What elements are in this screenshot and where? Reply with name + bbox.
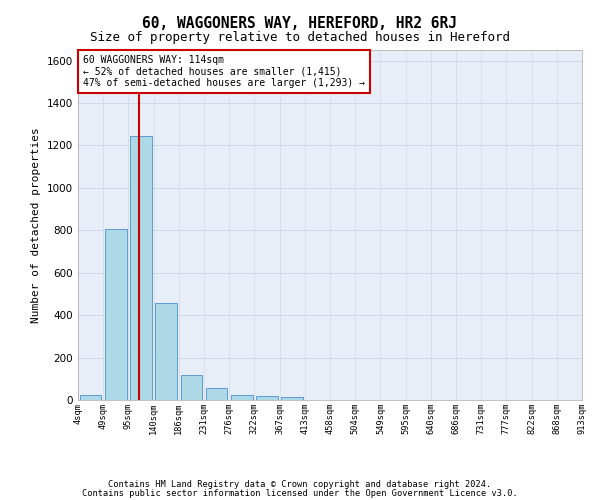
Bar <box>281 397 303 400</box>
Bar <box>130 136 152 400</box>
Text: Contains public sector information licensed under the Open Government Licence v3: Contains public sector information licen… <box>82 488 518 498</box>
Text: 60 WAGGONERS WAY: 114sqm
← 52% of detached houses are smaller (1,415)
47% of sem: 60 WAGGONERS WAY: 114sqm ← 52% of detach… <box>83 56 365 88</box>
Bar <box>155 304 177 400</box>
Text: Size of property relative to detached houses in Hereford: Size of property relative to detached ho… <box>90 31 510 44</box>
Text: Contains HM Land Registry data © Crown copyright and database right 2024.: Contains HM Land Registry data © Crown c… <box>109 480 491 489</box>
Bar <box>181 374 202 400</box>
Text: 60, WAGGONERS WAY, HEREFORD, HR2 6RJ: 60, WAGGONERS WAY, HEREFORD, HR2 6RJ <box>143 16 458 32</box>
Bar <box>80 394 101 400</box>
Bar <box>105 229 127 400</box>
Bar <box>231 396 253 400</box>
Y-axis label: Number of detached properties: Number of detached properties <box>31 127 41 323</box>
Bar <box>256 396 278 400</box>
Bar <box>206 388 227 400</box>
